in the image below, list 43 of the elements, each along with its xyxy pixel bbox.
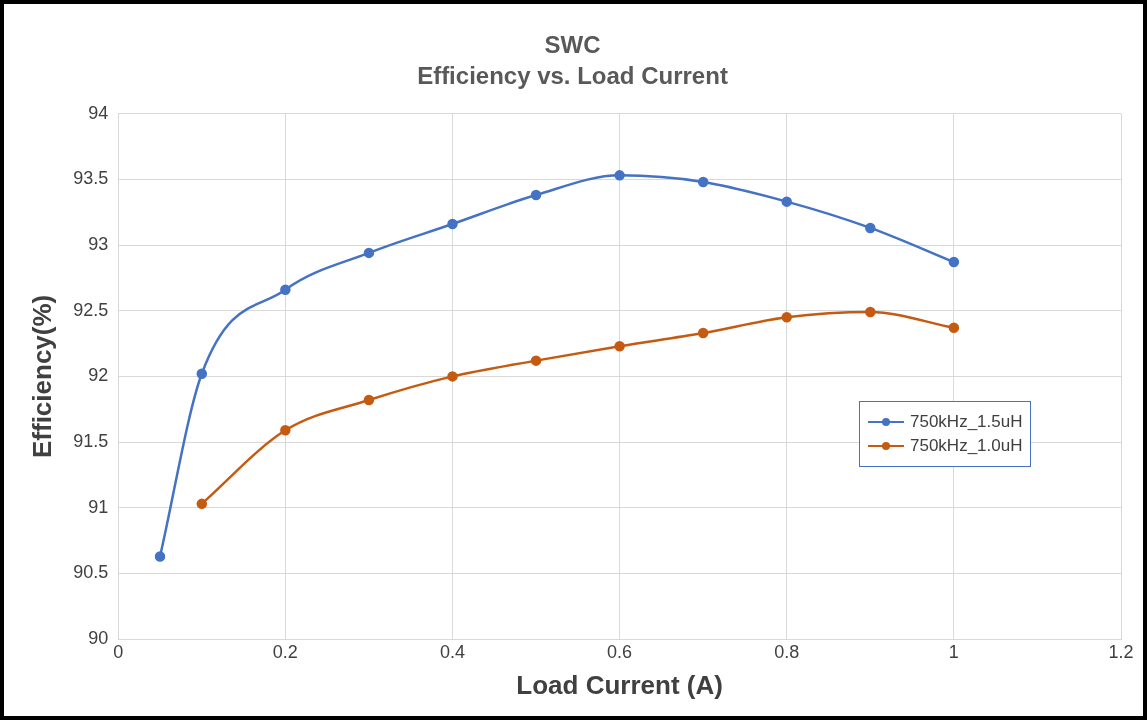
legend-label: 750kHz_1.5uH <box>910 412 1023 433</box>
x-tick-label: 0 <box>113 641 124 662</box>
y-tick-label: 92 <box>88 365 109 386</box>
point <box>614 170 625 181</box>
x-tick-label: 1.2 <box>1108 641 1134 662</box>
y-tick-label: 93 <box>88 233 109 254</box>
point <box>280 425 291 436</box>
point <box>363 247 375 259</box>
point <box>697 327 709 339</box>
point <box>781 196 792 207</box>
y-tick-label: 92.5 <box>73 299 109 320</box>
point <box>865 306 876 318</box>
y-tick-label: 94 <box>88 102 109 123</box>
y-axis-title: Efficiency(%) <box>26 294 57 459</box>
point <box>865 222 876 234</box>
point <box>614 340 625 352</box>
x-tick-label: 0.8 <box>774 641 800 662</box>
point <box>363 394 375 406</box>
y-tick-label: 90 <box>88 628 109 649</box>
point <box>530 189 542 201</box>
x-tick-label: 1 <box>948 641 959 662</box>
point <box>948 256 960 268</box>
x-tick-label: 0.4 <box>439 641 465 662</box>
point <box>781 312 792 323</box>
x-tick-label: 0.6 <box>607 641 633 662</box>
y-tick-label: 90.5 <box>73 562 109 583</box>
point <box>530 355 542 366</box>
x-axis-title: Load Current (A) <box>516 669 723 700</box>
chart-subtitle: Efficiency vs. Load Current <box>417 61 728 89</box>
y-tick-label: 91.5 <box>73 431 109 452</box>
point <box>948 322 960 334</box>
point <box>280 284 291 295</box>
point <box>447 218 458 230</box>
legend-label: 750kHz_1.0uH <box>910 436 1023 457</box>
point <box>447 371 458 382</box>
y-tick-label: 93.5 <box>73 168 109 189</box>
y-tick-label: 91 <box>88 496 109 517</box>
chart-title: SWC <box>544 31 601 59</box>
point <box>697 176 709 188</box>
x-tick-label: 0.2 <box>272 641 298 662</box>
point <box>196 368 208 380</box>
point <box>154 551 166 562</box>
point <box>196 498 208 510</box>
